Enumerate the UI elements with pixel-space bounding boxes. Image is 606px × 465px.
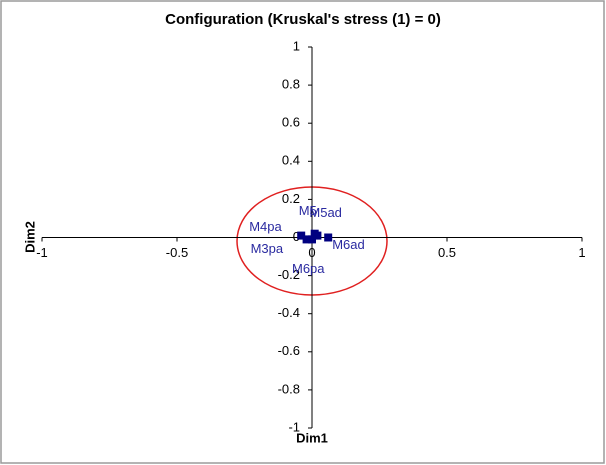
y-tick-label: 1 [293, 38, 300, 53]
y-tick-label: 0.8 [282, 77, 300, 92]
data-point [313, 231, 322, 240]
data-point [324, 233, 333, 242]
y-tick-label: -1 [288, 419, 300, 434]
x-tick-label: 0.5 [438, 245, 456, 260]
y-tick-label: 0.4 [282, 153, 300, 168]
y-tick-label: -0.4 [278, 305, 300, 320]
x-tick-label: -0.5 [166, 245, 188, 260]
y-axis-title: Dim2 [22, 221, 37, 253]
chart-title: Configuration (Kruskal's stress (1) = 0) [165, 11, 441, 28]
x-tick-label: -1 [36, 245, 48, 260]
point-label: M5ad [309, 205, 342, 220]
point-label: M5 [299, 203, 317, 218]
data-point [308, 235, 316, 244]
x-axis-title: Dim1 [296, 430, 328, 445]
data-point [297, 231, 306, 240]
y-tick-label: 0.2 [282, 191, 300, 206]
x-tick-label: 0 [308, 245, 315, 260]
point-label: M6ad [332, 237, 365, 252]
point-label: M3pa [251, 241, 284, 256]
point-label: M4pa [249, 219, 282, 234]
y-tick-label: 0 [293, 229, 300, 244]
point-label: M6pa [292, 261, 325, 276]
y-tick-label: -0.8 [278, 381, 300, 396]
y-tick-label: 0.6 [282, 115, 300, 130]
data-point [302, 235, 311, 244]
y-tick-label: -0.6 [278, 343, 300, 358]
x-tick-label: 1 [578, 245, 585, 260]
y-tick-label: -0.2 [278, 267, 300, 282]
